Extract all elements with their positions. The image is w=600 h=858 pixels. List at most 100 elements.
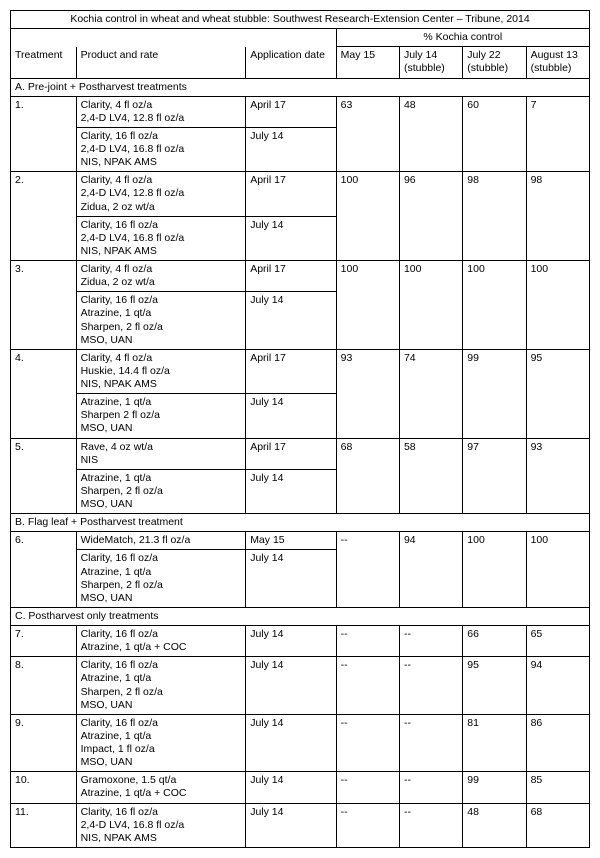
kc-value: 68 [336, 438, 399, 514]
treatment-num: 6. [11, 532, 77, 608]
kc-value: -- [336, 803, 399, 847]
app-date: July 14 [246, 714, 336, 772]
kc-value: -- [336, 772, 399, 803]
kc-value: 95 [463, 657, 526, 715]
app-date: July 14 [246, 469, 336, 513]
product-rate: Clarity, 16 fl oz/a2,4-D LV4, 16.8 fl oz… [76, 127, 246, 171]
app-date: July 14 [246, 550, 336, 608]
kc-value: 98 [463, 172, 526, 261]
product-rate: Atrazine, 1 qt/aSharpen, 2 fl oz/aMSO, U… [76, 469, 246, 513]
product-rate: Clarity, 16 fl oz/aAtrazine, 1 qt/aSharp… [76, 550, 246, 608]
kc-value: -- [336, 657, 399, 715]
kc-value: -- [399, 803, 462, 847]
treatment-num: 8. [11, 657, 77, 715]
col-jul14: July 14 (stubble) [399, 47, 462, 78]
kc-value: 93 [526, 438, 589, 514]
kc-value: -- [399, 714, 462, 772]
kc-may15: 63 [336, 96, 399, 172]
kc-value: 100 [463, 261, 526, 350]
product-rate: Clarity, 16 fl oz/aAtrazine, 1 qt/aSharp… [76, 657, 246, 715]
kc-value: 96 [399, 172, 462, 261]
kc-value: 98 [526, 172, 589, 261]
treatment-num: 11. [11, 803, 77, 847]
table-title: Kochia control in wheat and wheat stubbl… [11, 11, 590, 29]
product-rate: Gramoxone, 1.5 qt/aAtrazine, 1 qt/a + CO… [76, 772, 246, 803]
col-aug13: August 13 (stubble) [526, 47, 589, 78]
app-date: July 14 [246, 394, 336, 438]
kc-value: -- [336, 532, 399, 608]
kc-value: 97 [463, 438, 526, 514]
col-treatment: Treatment [11, 47, 77, 78]
section-c: C. Postharvest only treatments [11, 607, 590, 625]
kc-value: -- [399, 772, 462, 803]
product-rate: Clarity, 4 fl oz/a2,4-D LV4, 12.8 fl oz/… [76, 96, 246, 127]
treatment-num: 1. [11, 96, 77, 172]
product-rate: Clarity, 16 fl oz/a2,4-D LV4, 16.8 fl oz… [76, 803, 246, 847]
app-date: April 17 [246, 261, 336, 292]
treatment-num: 5. [11, 438, 77, 514]
section-b: B. Flag leaf + Postharvest treatment [11, 514, 590, 532]
product-rate: Clarity, 16 fl oz/aAtrazine, 1 qt/aSharp… [76, 292, 246, 350]
kc-value: -- [399, 626, 462, 657]
app-date: July 14 [246, 216, 336, 260]
kc-value: 100 [336, 261, 399, 350]
product-rate: Clarity, 16 fl oz/aAtrazine, 1 qt/aImpac… [76, 714, 246, 772]
kc-value: 48 [463, 803, 526, 847]
kc-value: 58 [399, 438, 462, 514]
kc-value: 100 [336, 172, 399, 261]
app-date: July 14 [246, 803, 336, 847]
treatment-num: 10. [11, 772, 77, 803]
app-date: July 14 [246, 127, 336, 171]
kc-value: 85 [526, 772, 589, 803]
product-rate: Clarity, 16 fl oz/a2,4-D LV4, 16.8 fl oz… [76, 216, 246, 260]
treatment-num: 2. [11, 172, 77, 261]
kc-value: 95 [526, 349, 589, 438]
kc-value: 86 [526, 714, 589, 772]
kc-value: 94 [526, 657, 589, 715]
col-appdate: Application date [246, 47, 336, 78]
product-rate: WideMatch, 21.3 fl oz/a [76, 532, 246, 550]
kc-value: 100 [463, 532, 526, 608]
kochia-control-table: Kochia control in wheat and wheat stubbl… [10, 10, 590, 848]
kc-value: 99 [463, 349, 526, 438]
col-jul22: July 22 (stubble) [463, 47, 526, 78]
app-date: April 17 [246, 349, 336, 393]
kc-value: 66 [463, 626, 526, 657]
app-date: April 17 [246, 96, 336, 127]
kc-value: -- [336, 626, 399, 657]
kc-value: -- [399, 657, 462, 715]
kc-value: 94 [399, 532, 462, 608]
span-header: % Kochia control [336, 29, 589, 47]
col-may15: May 15 [336, 47, 399, 78]
section-a: A. Pre-joint + Postharvest treatments [11, 78, 590, 96]
kc-value: 100 [526, 532, 589, 608]
kc-value: -- [336, 714, 399, 772]
app-date: July 14 [246, 657, 336, 715]
kc-value: 93 [336, 349, 399, 438]
app-date: May 15 [246, 532, 336, 550]
product-rate: Rave, 4 oz wt/aNIS [76, 438, 246, 469]
kc-aug13: 7 [526, 96, 589, 172]
kc-value: 100 [526, 261, 589, 350]
blank-cell [11, 29, 77, 47]
treatment-num: 7. [11, 626, 77, 657]
kc-value: 74 [399, 349, 462, 438]
treatment-num: 9. [11, 714, 77, 772]
app-date: July 14 [246, 292, 336, 350]
kc-jul22: 60 [463, 96, 526, 172]
product-rate: Clarity, 16 fl oz/aAtrazine, 1 qt/a + CO… [76, 626, 246, 657]
treatment-num: 4. [11, 349, 77, 438]
app-date: July 14 [246, 626, 336, 657]
product-rate: Atrazine, 1 qt/aSharpen 2 fl oz/aMSO, UA… [76, 394, 246, 438]
kc-value: 99 [463, 772, 526, 803]
kc-value: 100 [399, 261, 462, 350]
treatment-num: 3. [11, 261, 77, 350]
product-rate: Clarity, 4 fl oz/a2,4-D LV4, 12.8 fl oz/… [76, 172, 246, 216]
app-date: April 17 [246, 438, 336, 469]
col-product: Product and rate [76, 47, 246, 78]
kc-jul14: 48 [399, 96, 462, 172]
kc-value: 81 [463, 714, 526, 772]
kc-value: 65 [526, 626, 589, 657]
product-rate: Clarity, 4 fl oz/aZidua, 2 oz wt/a [76, 261, 246, 292]
product-rate: Clarity, 4 fl oz/aHuskie, 14.4 fl oz/aNI… [76, 349, 246, 393]
